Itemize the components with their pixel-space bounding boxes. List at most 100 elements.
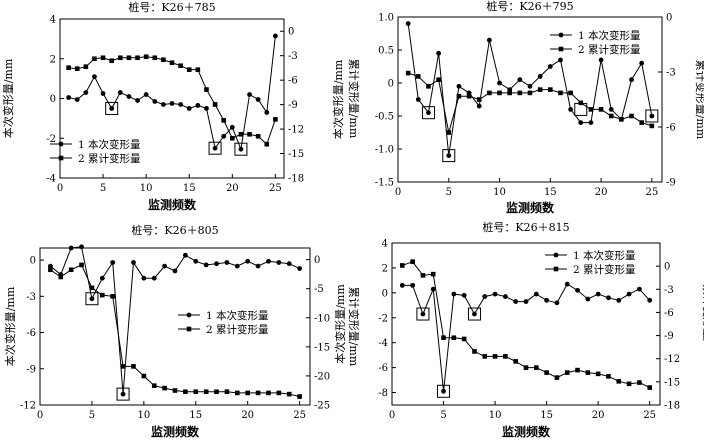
series-current-point-k26-795	[537, 74, 543, 79]
x-tick-label-k26-805: 20	[241, 410, 254, 421]
series-current-point-k26-805	[297, 266, 303, 271]
series-cumulative-point-k26-795	[608, 113, 614, 119]
series-cumulative-point-k26-815	[503, 354, 508, 359]
series-current-point-k26-815	[575, 287, 580, 293]
series-cumulative-point-k26-815	[451, 335, 457, 341]
series-cumulative-point-k26-805	[235, 390, 240, 396]
y-left-tick-label-k26-785: 0	[50, 94, 56, 105]
y-left-tick-label-k26-785: -2	[46, 134, 56, 145]
series-cumulative-point-k26-805	[131, 364, 136, 369]
plot-frame-k26-815	[391, 242, 661, 406]
series-current-point-k26-805	[47, 263, 53, 269]
x-tick-label-k26-785: 15	[183, 183, 196, 194]
series-current-point-k26-785	[195, 103, 201, 108]
series-cumulative-point-k26-815	[420, 273, 426, 278]
y-left-tick-label-k26-815: 2	[382, 263, 388, 274]
legend-cumulative-label-k26-815: 2 累计变形量	[573, 263, 636, 276]
plot-frame-k26-805	[39, 247, 311, 406]
series-cumulative-point-k26-815	[482, 354, 488, 359]
series-current-point-k26-805	[182, 252, 188, 258]
series-cumulative-point-k26-815	[626, 381, 632, 387]
series-current-point-k26-815	[513, 299, 519, 304]
series-current-point-k26-815	[554, 300, 560, 306]
series-current-point-k26-795	[629, 77, 634, 83]
legend-cumulative-label-k26-795: 2 累计变形量	[578, 43, 641, 56]
series-cumulative-point-k26-795	[548, 87, 553, 92]
y-right-tick-label-k26-805: -15	[314, 342, 330, 353]
legend-cumulative-marker-k26-795	[558, 46, 564, 52]
x-tick-label-k26-815: 15	[540, 410, 553, 421]
x-tick-label-k26-785: 20	[226, 183, 239, 194]
series-cumulative-point-k26-795	[487, 90, 492, 96]
y-right-tick-label-k26-815: -15	[664, 377, 680, 388]
series-cumulative-point-k26-805	[255, 390, 261, 396]
legend-cumulative-marker-k26-815	[553, 266, 559, 272]
series-cumulative-point-k26-805	[100, 292, 105, 298]
series-current-point-k26-795	[415, 97, 421, 102]
series-cumulative-point-k26-795	[456, 93, 462, 99]
series-current-point-k26-805	[162, 263, 168, 269]
y-right-axis-label-k26-785: 累计变形量/mm	[347, 59, 361, 139]
series-current-point-k26-785	[272, 33, 278, 39]
series-current-point-k26-815	[399, 282, 405, 288]
y-right-axis-label-k26-795: 累计变形量/mm	[694, 60, 704, 140]
y-right-tick-label-k26-815: -9	[664, 331, 674, 342]
series-cumulative-point-k26-805	[297, 394, 302, 399]
series-cumulative-point-k26-795	[517, 90, 523, 96]
series-cumulative-point-k26-795	[466, 93, 472, 99]
highlight-box-k26-795	[421, 106, 435, 120]
x-tick-label-k26-815: 5	[440, 410, 446, 421]
series-current-point-k26-815	[595, 291, 601, 297]
series-cumulative-point-k26-785	[195, 67, 201, 72]
series-cumulative-point-k26-805	[276, 390, 282, 396]
y-left-tick-label-k26-795: 0.5	[378, 46, 394, 57]
series-current-point-k26-805	[203, 262, 209, 268]
x-tick-label-k26-785: 5	[100, 183, 106, 194]
x-tick-label-k26-785: 25	[269, 183, 282, 194]
series-current-point-k26-805	[131, 260, 136, 265]
series-cumulative-point-k26-815	[575, 367, 580, 373]
series-cumulative-point-k26-795	[578, 100, 584, 106]
plot-frame-k26-795	[397, 16, 663, 183]
x-tick-label-k26-795: 10	[493, 187, 506, 198]
series-cumulative-point-k26-795	[497, 90, 502, 96]
series-current-point-k26-795	[558, 57, 563, 63]
series-current-point-k26-785	[212, 145, 218, 151]
series-current-point-k26-785	[126, 94, 132, 99]
series-current-point-k26-785	[247, 92, 252, 97]
series-current-point-k26-785	[169, 101, 175, 106]
series-cumulative-point-k26-785	[212, 102, 218, 107]
y-left-tick-label-k26-805: -6	[26, 328, 36, 339]
series-cumulative-point-k26-795	[405, 70, 411, 76]
y-right-tick-label-k26-805: 0	[314, 255, 320, 266]
series-current-point-k26-795	[527, 83, 533, 89]
highlight-box-k26-785	[105, 101, 119, 115]
series-current-point-k26-805	[266, 258, 271, 264]
chart-title-k26-805: 桩号：K26＋805	[131, 223, 218, 237]
series-cumulative-point-k26-805	[172, 388, 178, 393]
series-current-point-k26-805	[172, 268, 178, 274]
series-current-point-k26-785	[66, 95, 72, 100]
series-cumulative-point-k26-795	[639, 120, 644, 125]
series-cumulative-point-k26-815	[595, 371, 601, 377]
series-current-point-k26-815	[461, 292, 467, 298]
series-current-point-k26-805	[99, 275, 105, 281]
series-current-point-k26-785	[186, 106, 192, 111]
series-current-point-k26-785	[229, 124, 235, 130]
y-left-axis-label-k26-795: 本次变形量/mm	[331, 59, 345, 139]
series-cumulative-point-k26-805	[58, 274, 64, 280]
series-cumulative-point-k26-795	[598, 107, 604, 112]
y-left-axis-label-k26-815: 本次变形量/mm	[333, 284, 347, 364]
series-current-point-k26-815	[544, 297, 550, 303]
series-cumulative-point-k26-815	[492, 354, 498, 359]
series-current-point-k26-785	[100, 91, 106, 96]
chart-k26-795: 桩号：K26＋795 0 5 10 15 20 25 -1.5 -1.0 -0.5 0 0.5 1.0 0…	[331, 0, 704, 215]
series-cumulative-point-k26-805	[266, 390, 271, 396]
series-current-point-k26-805	[286, 261, 292, 267]
series-cumulative-point-k26-815	[461, 336, 467, 342]
highlight-box-k26-795	[574, 102, 588, 116]
series-cumulative-point-k26-785	[238, 131, 244, 137]
series-current-point-k26-805	[255, 263, 261, 269]
series-cumulative-point-k26-785	[118, 55, 123, 61]
